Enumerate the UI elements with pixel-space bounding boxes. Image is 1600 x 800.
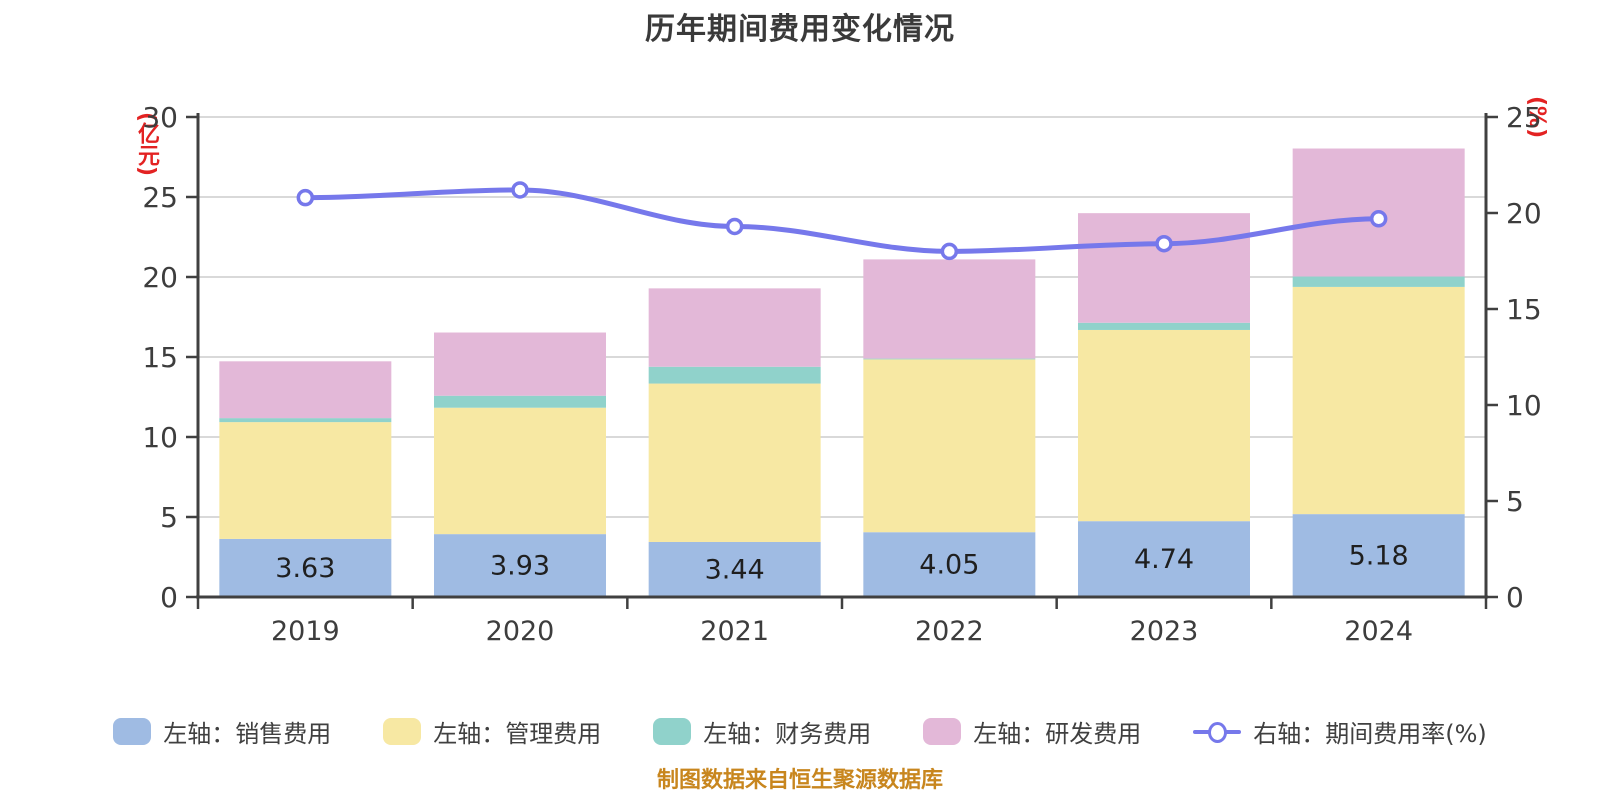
expense-ratio-line <box>302 187 1382 254</box>
left-tick-label: 10 <box>142 421 178 454</box>
bar-value-label-2024: 5.18 <box>1349 541 1409 572</box>
line-point-2019[interactable] <box>296 188 315 207</box>
line-point-2024[interactable] <box>1369 210 1388 228</box>
line-point-2023[interactable] <box>1155 234 1173 253</box>
legend-label-management: 左轴：管理费用 <box>433 720 602 748</box>
x-axis-label-2024: 2024 <box>1344 616 1413 647</box>
bar-segment-rnd-2019[interactable] <box>219 361 392 419</box>
bar-segment-sales-2021[interactable] <box>648 541 821 597</box>
right-tick-label: 20 <box>1506 197 1542 230</box>
bar-segment-finance-2022[interactable] <box>863 358 1036 360</box>
bar-segment-sales-2022[interactable] <box>863 532 1036 597</box>
x-axis-label-2019: 2019 <box>271 616 340 647</box>
bar-segment-rnd-2021[interactable] <box>648 288 821 367</box>
x-axis-label-2021: 2021 <box>700 616 769 647</box>
data-source-note: 制图数据来自恒生聚源数据库 <box>656 768 943 793</box>
legend-label-sales: 左轴：销售费用 <box>163 720 332 748</box>
bar-segment-management-2024[interactable] <box>1292 286 1465 515</box>
bar-value-label-2019: 3.63 <box>275 553 335 584</box>
bar-segment-sales-2023[interactable] <box>1078 521 1250 597</box>
x-axis-label-2022: 2022 <box>915 616 984 647</box>
bar-segment-sales-2020[interactable] <box>434 534 606 597</box>
bar-segment-finance-2024[interactable] <box>1292 276 1465 287</box>
bar-segment-sales-2019[interactable] <box>219 538 392 597</box>
bar-segment-management-2019[interactable] <box>219 422 392 539</box>
sales-swatch-icon <box>113 718 152 745</box>
left-tick-label: 5 <box>160 501 178 534</box>
finance-swatch-icon <box>653 718 692 745</box>
line-point-2020[interactable] <box>511 181 529 199</box>
bar-value-label-2022: 4.05 <box>919 550 979 581</box>
legend-label-expense-ratio: 右轴：期间费用率(%) <box>1253 720 1487 748</box>
left-axis-unit-label: (亿元) <box>134 112 159 177</box>
legend-item-expense-ratio-line[interactable]: 右轴：期间费用率(%) <box>1193 714 1487 749</box>
bar-segment-sales-2024[interactable] <box>1292 514 1465 597</box>
left-tick-label: 25 <box>142 181 178 214</box>
right-tick-label: 10 <box>1506 389 1542 422</box>
legend-item-finance[interactable]: 左轴：财务费用 <box>653 714 871 749</box>
bar-segment-finance-2019[interactable] <box>219 418 392 423</box>
right-tick-label: 25 <box>1506 101 1542 134</box>
line-marker-icon <box>1193 718 1242 745</box>
right-axis-unit-label: (%) <box>1524 96 1549 139</box>
bar-value-label-2020: 3.93 <box>490 551 550 582</box>
bar-segment-rnd-2022[interactable] <box>863 259 1036 359</box>
x-axis-label-2020: 2020 <box>486 616 555 647</box>
left-tick-label: 15 <box>142 341 178 374</box>
right-tick-label: 15 <box>1506 293 1542 326</box>
rnd-swatch-icon <box>923 718 962 745</box>
line-point-2021[interactable] <box>725 217 744 236</box>
management-swatch-icon <box>383 718 422 745</box>
legend-label-finance: 左轴：财务费用 <box>703 720 872 748</box>
left-tick-label: 20 <box>142 261 178 294</box>
x-axis-label-2023: 2023 <box>1130 616 1199 647</box>
bar-segment-management-2020[interactable] <box>434 407 606 535</box>
bar-segment-management-2022[interactable] <box>863 359 1036 533</box>
bar-segment-finance-2023[interactable] <box>1078 322 1250 330</box>
legend-item-rnd[interactable]: 左轴：研发费用 <box>923 714 1141 749</box>
bar-segment-management-2023[interactable] <box>1078 329 1250 522</box>
bar-value-label-2023: 4.74 <box>1134 544 1194 575</box>
legend-item-sales[interactable]: 左轴：销售费用 <box>113 714 331 749</box>
legend-item-management[interactable]: 左轴：管理费用 <box>383 714 601 749</box>
right-tick-label: 0 <box>1506 581 1524 614</box>
chart-legend: 左轴：销售费用 左轴：管理费用 左轴：财务费用 左轴：研发费用 右轴：期间费用率… <box>0 714 1600 749</box>
right-tick-label: 5 <box>1506 485 1524 518</box>
bar-segment-finance-2021[interactable] <box>648 366 821 384</box>
bar-segment-rnd-2023[interactable] <box>1078 213 1250 323</box>
line-point-2022[interactable] <box>940 242 959 261</box>
left-tick-label: 30 <box>142 101 178 134</box>
chart-title: 历年期间费用变化情况 <box>645 12 955 47</box>
bar-value-label-2021: 3.44 <box>705 554 765 585</box>
bar-segment-finance-2020[interactable] <box>434 395 606 408</box>
legend-label-rnd: 左轴：研发费用 <box>973 720 1142 748</box>
bar-segment-management-2021[interactable] <box>648 383 821 542</box>
left-tick-label: 0 <box>160 581 178 614</box>
bar-segment-rnd-2020[interactable] <box>434 332 606 396</box>
